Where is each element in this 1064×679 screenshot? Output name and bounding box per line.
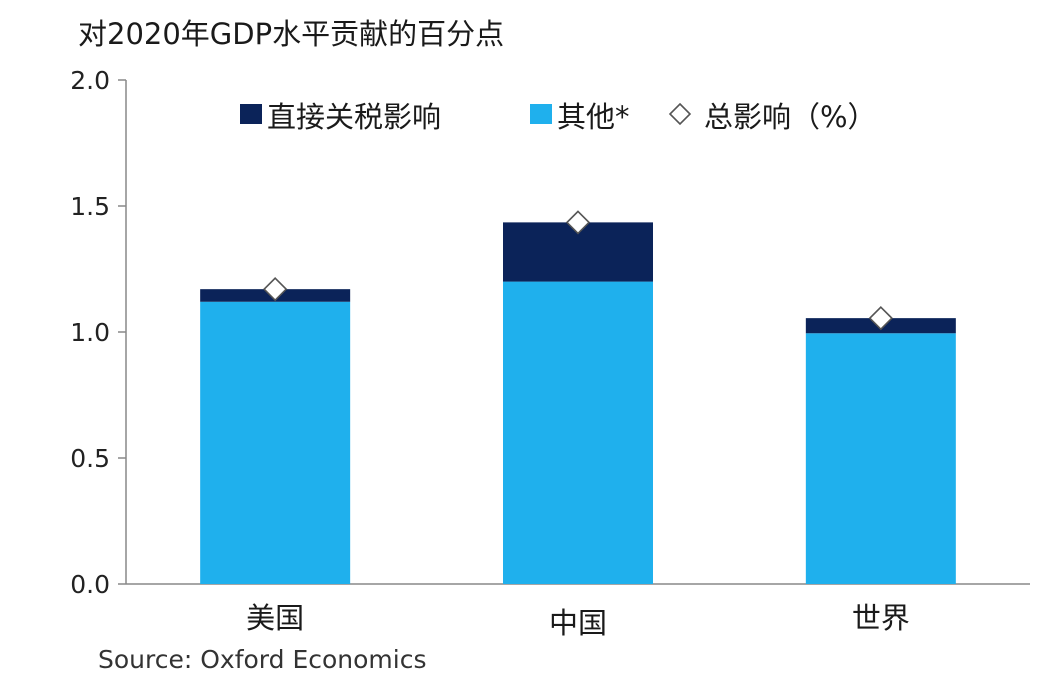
bar-other <box>805 333 956 584</box>
y-tick-label: 1.5 <box>70 192 110 221</box>
legend: 直接关税影响 其他* 总影响（%） <box>240 100 877 134</box>
legend-label-other: 其他* <box>557 100 630 134</box>
legend-label-total: 总影响（%） <box>704 100 877 134</box>
bar-other <box>200 301 351 584</box>
y-tick-label: 1.0 <box>70 318 110 347</box>
total-diamond-marker <box>868 306 893 331</box>
x-category-label: 美国 <box>246 601 304 635</box>
bar-other <box>503 281 653 584</box>
legend-label-tariff: 直接关税影响 <box>267 100 441 134</box>
legend-swatch-tariff <box>240 104 262 124</box>
legend-diamond-icon <box>668 102 692 126</box>
total-diamond-marker <box>565 210 591 235</box>
total-markers-group <box>263 210 893 331</box>
chart-title: 对2020年GDP水平贡献的百分点 <box>78 17 504 51</box>
x-axis: 美国 中国 世界 <box>126 583 1030 640</box>
source-note: Source: Oxford Economics <box>98 645 427 674</box>
legend-swatch-other <box>530 104 552 124</box>
x-category-label: 世界 <box>852 601 910 635</box>
y-tick-label: 2.0 <box>70 66 110 95</box>
x-category-label: 中国 <box>549 606 607 640</box>
y-axis: 0.0 0.5 1.0 1.5 2.0 <box>70 66 127 599</box>
total-diamond-marker <box>263 277 288 302</box>
y-tick-label: 0.5 <box>70 444 110 473</box>
bars-group <box>200 222 956 584</box>
y-tick-label: 0.0 <box>70 570 110 599</box>
